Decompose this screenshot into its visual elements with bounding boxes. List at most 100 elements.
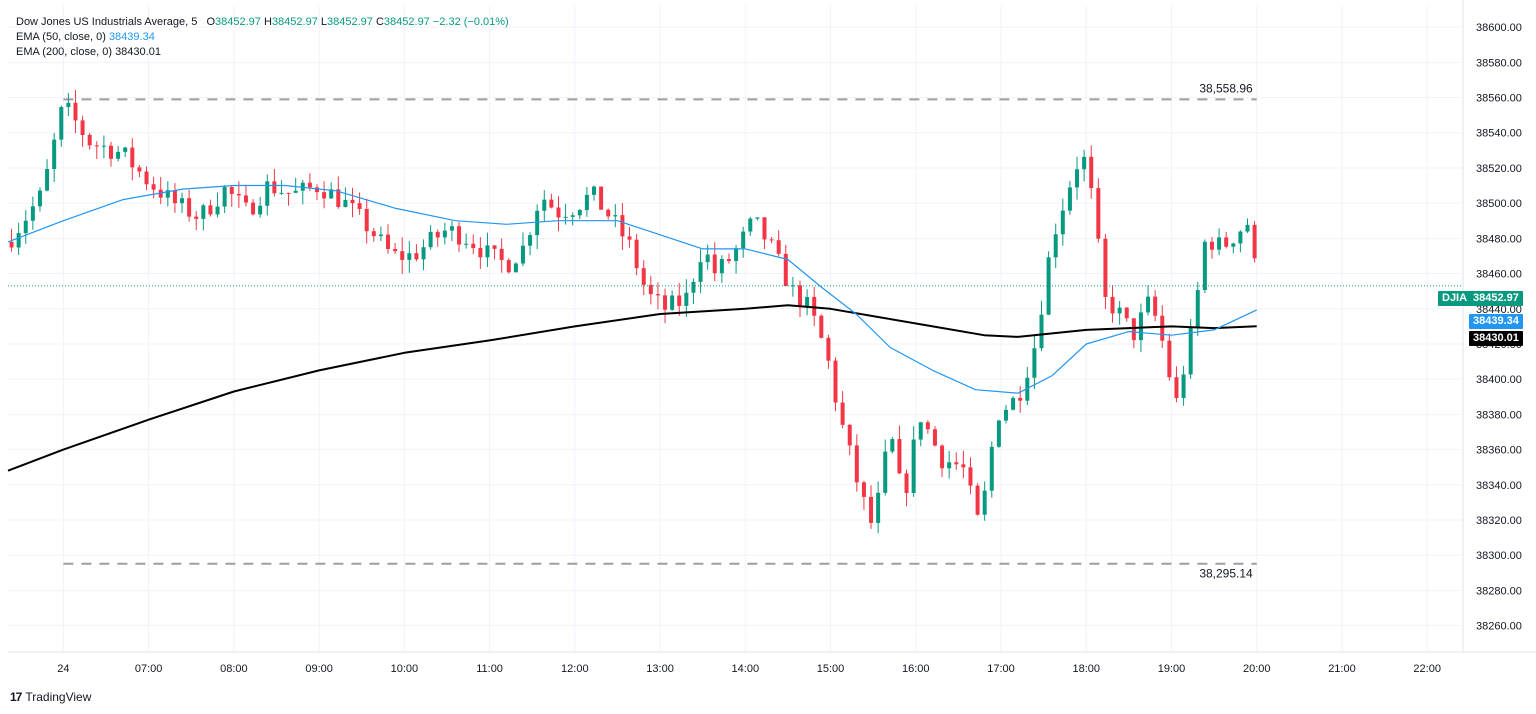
candle-body: [741, 231, 746, 249]
candle-body: [9, 241, 14, 248]
candle: [187, 189, 192, 222]
candle: [137, 164, 142, 178]
candle-body: [1082, 156, 1087, 170]
candle: [698, 249, 703, 294]
brand-name: TradingView: [25, 690, 92, 704]
candle-body: [535, 210, 540, 236]
candle-body: [1075, 169, 1080, 188]
y-tick-label: 38340.00: [1476, 480, 1522, 492]
candle: [144, 166, 149, 191]
candle: [471, 234, 476, 255]
x-tick-label: 18:00: [1072, 663, 1100, 675]
candle: [457, 221, 462, 253]
candle: [73, 89, 78, 134]
open-value: 38452.97: [215, 16, 261, 28]
candle: [123, 146, 128, 158]
candle-body: [805, 296, 810, 308]
x-tick-label: 08:00: [220, 663, 248, 675]
candle: [1224, 231, 1229, 249]
candle: [393, 243, 398, 254]
candle: [37, 187, 42, 212]
candle: [158, 176, 163, 205]
candle-body: [975, 485, 980, 515]
candle-body: [1011, 397, 1016, 410]
x-tick-label: 24: [57, 663, 69, 675]
candle: [1018, 386, 1023, 413]
open-label: O: [206, 16, 216, 28]
candle: [492, 245, 497, 260]
candle: [577, 208, 582, 220]
candle-body: [272, 181, 277, 194]
candle-body: [194, 216, 199, 219]
candle-body: [16, 233, 21, 248]
candle-body: [996, 420, 1001, 447]
candle-body: [30, 206, 35, 221]
y-tick-label: 38460.00: [1476, 269, 1522, 281]
y-tick-label: 38480.00: [1476, 233, 1522, 245]
x-tick-label: 17:00: [987, 663, 1015, 675]
candle-body: [492, 245, 497, 249]
candle: [499, 238, 504, 273]
candle-body: [968, 467, 973, 486]
y-tick-label: 38560.00: [1476, 93, 1522, 105]
x-tick-label: 14:00: [732, 663, 760, 675]
candle: [364, 198, 369, 244]
candle: [1188, 319, 1193, 379]
candle: [1209, 237, 1214, 259]
candle: [1131, 317, 1136, 349]
candle: [371, 227, 376, 242]
candle-body: [1167, 340, 1172, 378]
candle: [16, 222, 21, 255]
x-tick-label: 13:00: [646, 663, 674, 675]
candle: [663, 288, 668, 324]
candle: [208, 199, 213, 217]
candle-body: [165, 190, 170, 198]
candle-body: [393, 248, 398, 252]
candle-body: [734, 248, 739, 262]
candles-group: [9, 89, 1257, 534]
candle: [322, 181, 327, 209]
candle-body: [151, 184, 156, 190]
candle-body: [1003, 409, 1008, 421]
candle: [1060, 198, 1065, 246]
candle-body: [563, 216, 568, 218]
candle-body: [556, 207, 561, 218]
candle: [833, 357, 838, 412]
candle-body: [1188, 327, 1193, 375]
candle: [755, 217, 760, 221]
candle-body: [677, 295, 682, 306]
candle: [648, 275, 653, 305]
candle-body: [932, 429, 937, 446]
candle-body: [1046, 257, 1051, 315]
candle: [897, 425, 902, 475]
candle: [805, 289, 810, 316]
candle: [890, 436, 895, 454]
candle: [627, 227, 632, 248]
candle: [968, 457, 973, 495]
tradingview-brand[interactable]: 17 TradingView: [10, 690, 91, 704]
legend-ema50-row[interactable]: EMA (50, close, 0) 38439.34: [16, 30, 509, 45]
legend-ema200-row[interactable]: EMA (200, close, 0) 38430.01: [16, 45, 509, 60]
candle-body: [407, 253, 412, 260]
candle: [80, 115, 85, 147]
candle: [613, 204, 618, 228]
x-tick-label: 16:00: [902, 663, 930, 675]
candle-body: [847, 424, 852, 446]
legend-ohlc-row: Dow Jones US Industrials Average, 5 O384…: [16, 15, 509, 30]
high-label: H: [263, 16, 272, 28]
candle-body: [869, 496, 874, 523]
candle-body: [833, 360, 838, 403]
candle-body: [513, 263, 518, 273]
candle: [606, 208, 611, 220]
candle-body: [414, 253, 419, 260]
candle-body: [1124, 307, 1129, 319]
candle: [1181, 365, 1186, 406]
candle-body: [1245, 224, 1250, 232]
candle-body: [243, 195, 248, 203]
candle-body: [457, 226, 462, 245]
candle: [386, 224, 391, 254]
candle: [165, 181, 170, 207]
candle-body: [506, 260, 511, 273]
candle: [506, 258, 511, 274]
